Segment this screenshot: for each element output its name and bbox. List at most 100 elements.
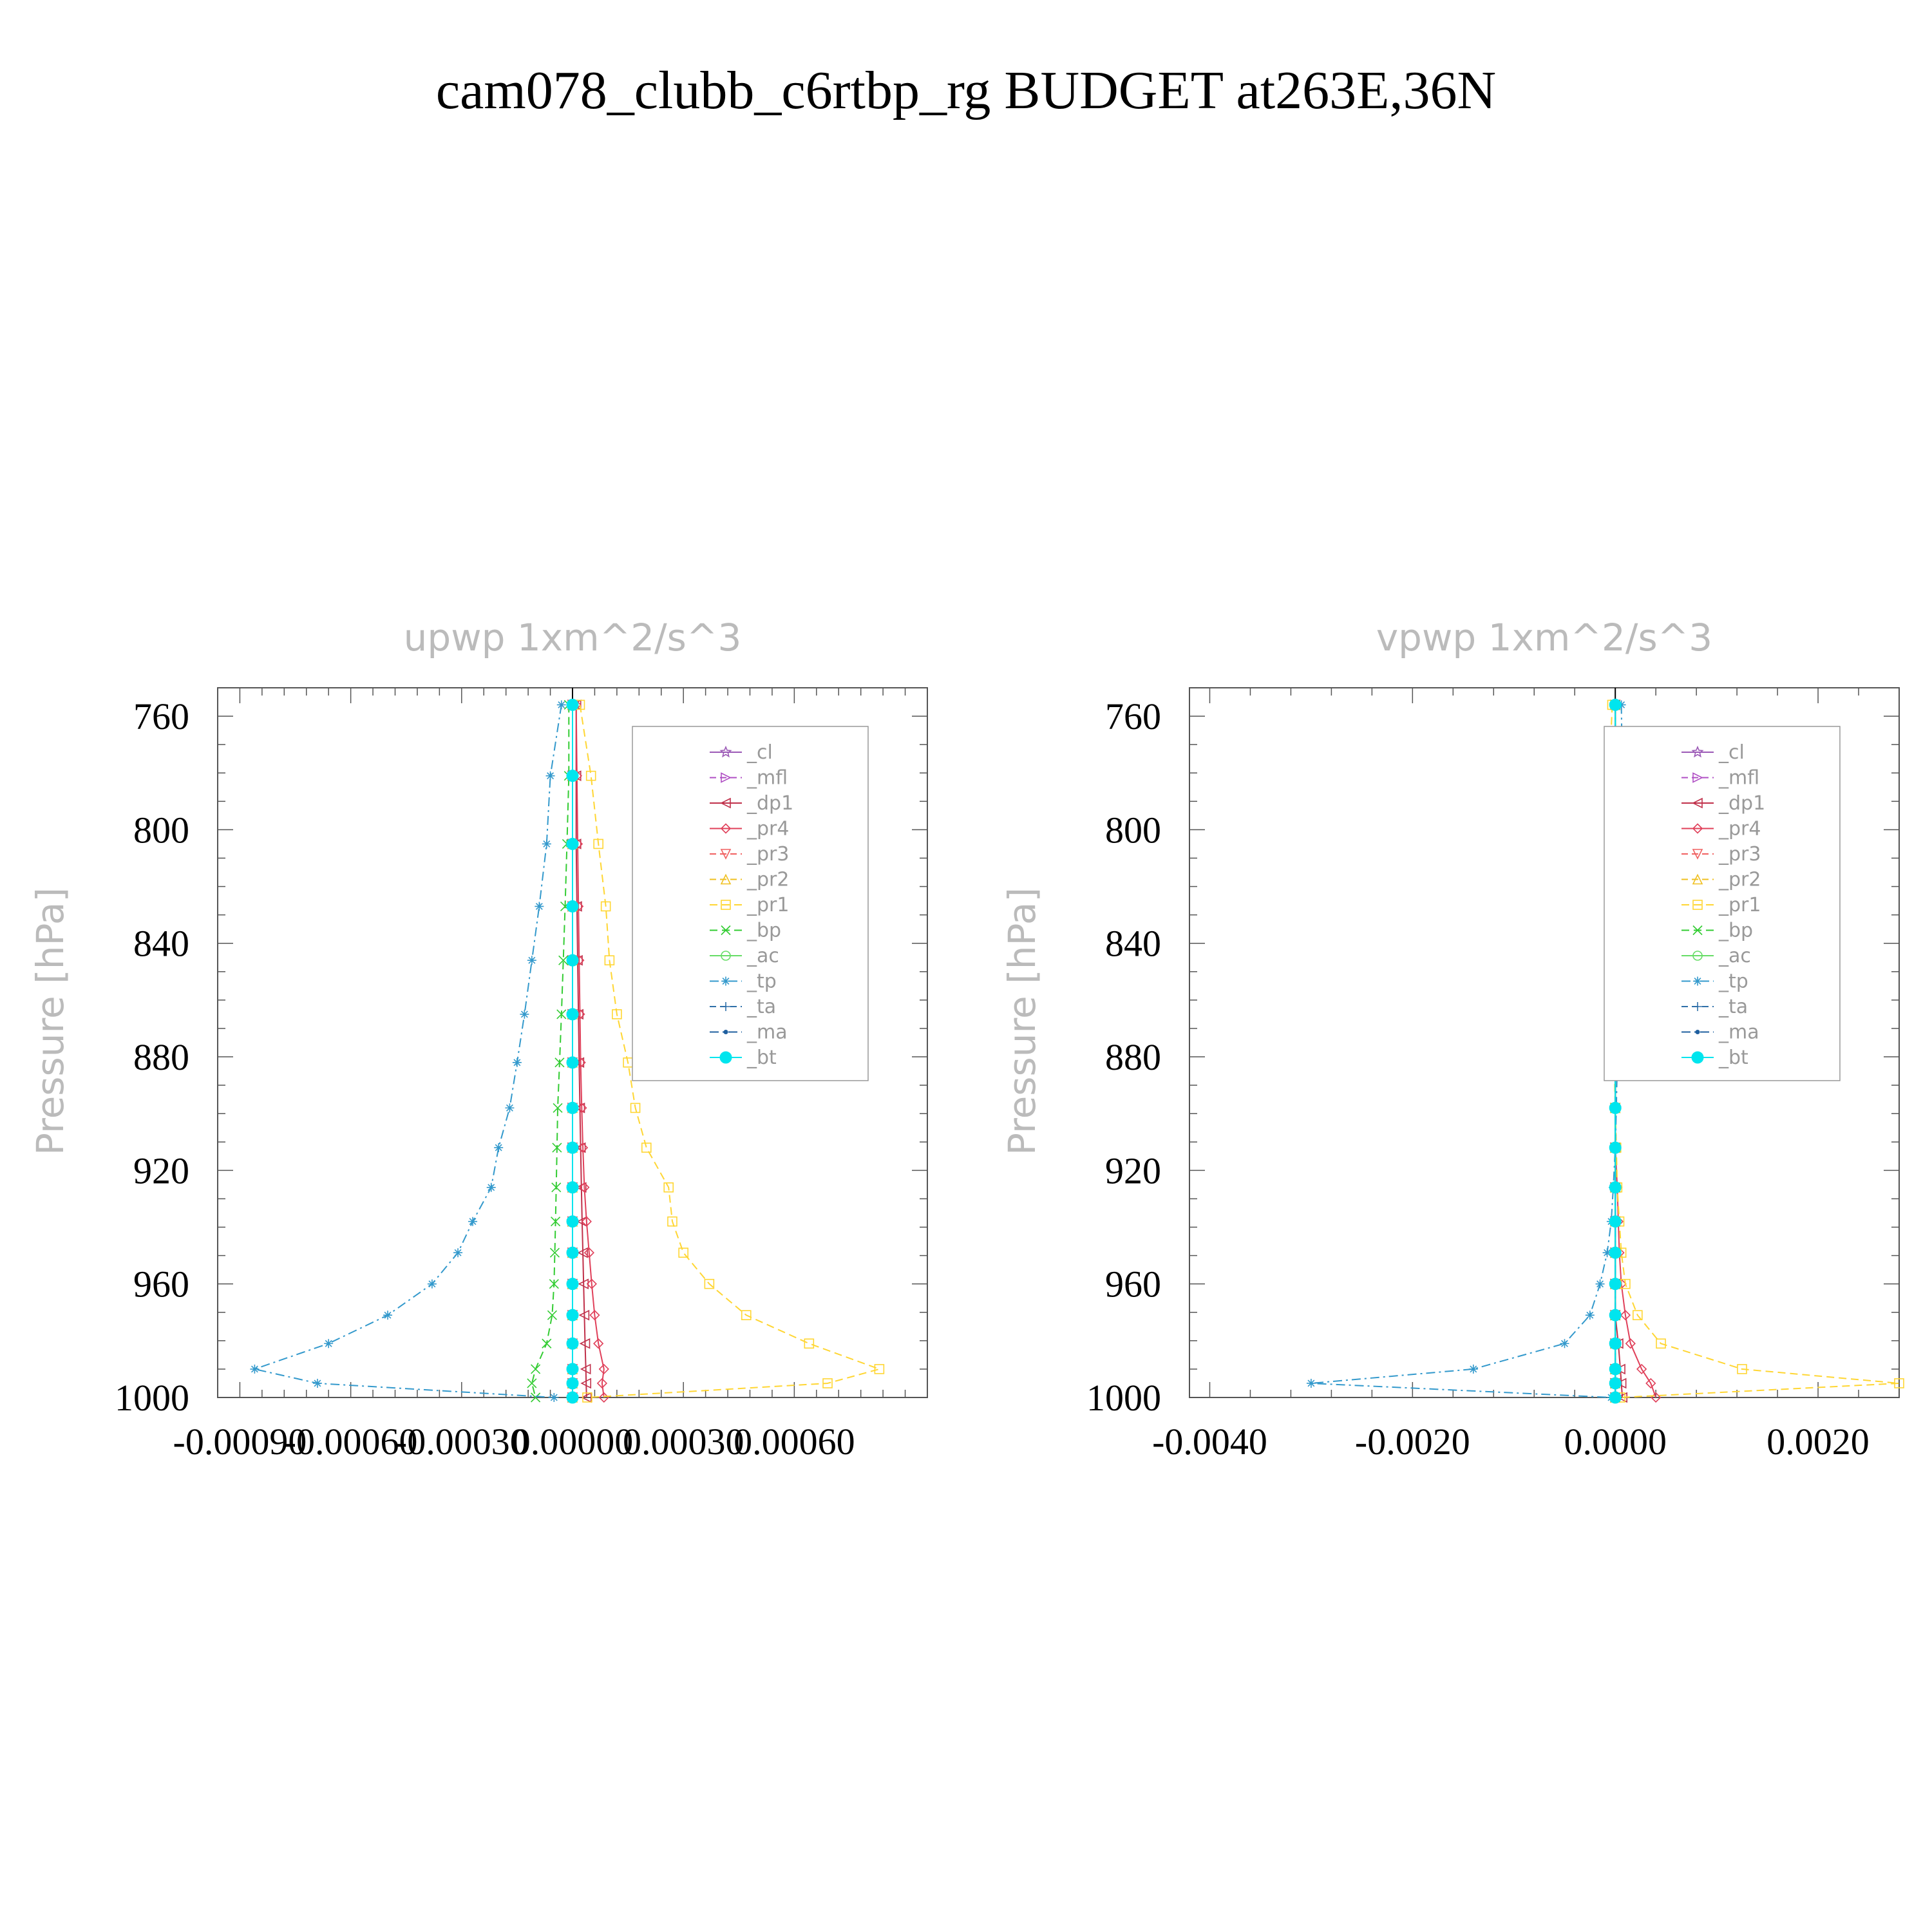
panel-title: upwp 1xm^2/s^3: [404, 616, 742, 659]
data-point: [527, 1378, 537, 1388]
data-point: [535, 902, 544, 911]
legend-label: _pr2: [1718, 869, 1761, 891]
legend-marker: [720, 849, 732, 860]
data-point: [612, 1009, 622, 1019]
data-point: [549, 1393, 559, 1402]
legend-label: _bp: [746, 920, 781, 942]
data-point: [1636, 1363, 1647, 1375]
data-point: [566, 1215, 579, 1228]
series-tp: [250, 700, 566, 1402]
data-point: [566, 770, 579, 782]
series-line: [575, 705, 587, 1398]
data-point: [874, 1364, 885, 1374]
data-point: [549, 1247, 560, 1258]
legend-label: _bt: [1718, 1046, 1748, 1069]
legend-label: _pr3: [1718, 843, 1761, 866]
legend-label: _cl: [746, 741, 773, 764]
legend-marker: [721, 925, 731, 936]
data-point: [585, 770, 596, 781]
y-tick-label: 880: [133, 1036, 189, 1078]
legend-label: _dp1: [1718, 792, 1765, 815]
y-tick-label: 920: [133, 1150, 189, 1191]
legend-marker: [721, 900, 731, 910]
legend-marker: [1691, 1051, 1704, 1064]
data-point: [505, 1103, 515, 1113]
data-point: [1633, 1310, 1643, 1320]
data-point: [581, 1216, 592, 1227]
y-tick-label: 800: [1105, 809, 1161, 851]
data-point: [468, 1217, 478, 1226]
legend-marker: [721, 772, 732, 783]
y-tick-label: 960: [1105, 1264, 1161, 1305]
data-point: [1609, 1246, 1622, 1259]
data-point: [1595, 1279, 1605, 1289]
legend-marker: [719, 745, 732, 758]
data-point: [554, 1057, 565, 1068]
data-point: [1645, 1378, 1656, 1389]
data-point: [1609, 1363, 1622, 1376]
data-point: [486, 1182, 496, 1192]
x-tick-label: 0.0020: [1766, 1421, 1870, 1463]
data-point: [1585, 1311, 1595, 1320]
legend-label: _tp: [746, 971, 777, 993]
data-point: [586, 1278, 597, 1289]
data-point: [663, 1182, 674, 1193]
data-point: [579, 1182, 590, 1193]
data-point: [566, 1181, 579, 1194]
data-point: [579, 1338, 591, 1349]
data-point: [553, 1103, 563, 1113]
legend-box: [1604, 726, 1841, 1081]
data-point: [1625, 1338, 1636, 1349]
data-point: [551, 1182, 562, 1193]
data-point: [453, 1248, 463, 1258]
data-point: [578, 1309, 590, 1321]
data-point: [552, 1142, 562, 1153]
y-tick-label: 920: [1105, 1150, 1161, 1191]
data-point: [547, 1310, 557, 1320]
data-point: [527, 956, 536, 965]
data-point: [566, 1377, 579, 1390]
legend-label: _ac: [746, 945, 779, 967]
series-bt: [566, 698, 579, 1404]
data-point: [566, 954, 579, 967]
data-point: [576, 1103, 587, 1113]
data-point: [250, 1364, 260, 1374]
x-tick-label: -0.0040: [1152, 1421, 1267, 1463]
data-point: [1602, 1248, 1612, 1258]
data-point: [581, 1392, 592, 1403]
series-line: [252, 705, 562, 1398]
data-point: [566, 698, 579, 711]
y-tick-label: 1000: [115, 1377, 189, 1419]
legend-marker: [1692, 772, 1703, 783]
data-point: [545, 771, 555, 781]
data-point: [582, 1392, 592, 1403]
series-line: [579, 705, 882, 1398]
data-point: [1609, 1377, 1622, 1390]
data-point: [566, 900, 579, 913]
legend-label: _bp: [1718, 920, 1753, 942]
x-tick-label: 0.00060: [734, 1421, 855, 1463]
data-point: [598, 1363, 609, 1375]
legend-marker: [720, 797, 731, 809]
data-point: [604, 955, 615, 965]
data-point: [580, 1378, 592, 1389]
data-point: [583, 1247, 594, 1258]
legend-label: _cl: [1718, 741, 1745, 764]
legend-marker: [1692, 951, 1703, 961]
figure-title: cam078_clubb_c6rtbp_rg BUDGET at263E,36N: [436, 61, 1496, 120]
data-point: [1609, 1101, 1622, 1114]
data-point: [1609, 1337, 1622, 1350]
data-point: [549, 1279, 559, 1289]
legend-marker: [1692, 925, 1703, 936]
legend-label: _pr4: [746, 818, 789, 840]
data-point: [1609, 1391, 1622, 1404]
panels: upwp 1xm^2/s^3 Pressure [hPa] 760 800 840 880…: [28, 616, 1904, 1463]
data-point: [573, 1009, 583, 1020]
data-point: [580, 1363, 591, 1375]
y-tick-label: 800: [133, 809, 189, 851]
legend-marker: [1691, 745, 1704, 758]
data-point: [531, 1392, 541, 1403]
data-point: [804, 1338, 815, 1349]
data-point: [641, 1142, 652, 1153]
data-point: [678, 1247, 688, 1258]
